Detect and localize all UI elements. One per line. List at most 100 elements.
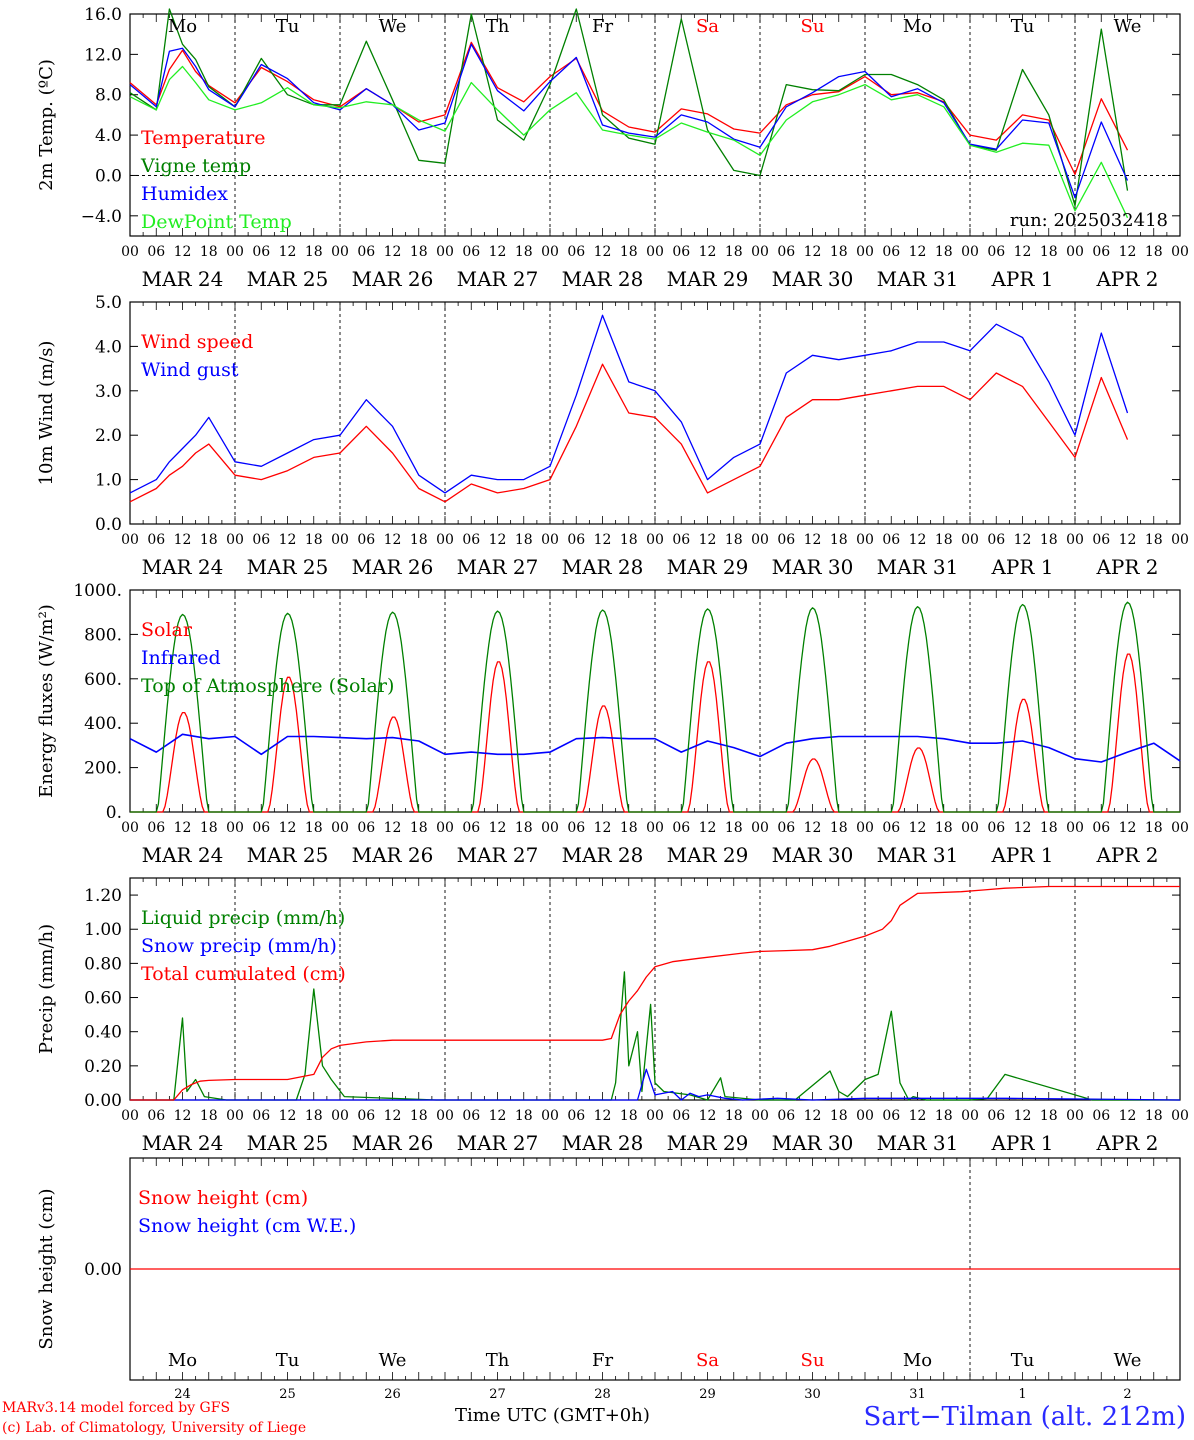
hour-label: 12 xyxy=(804,244,822,260)
legend-entry: Snow height (cm W.E.) xyxy=(138,1215,356,1237)
date-label: MAR 29 xyxy=(667,843,749,867)
hour-label: 12 xyxy=(279,244,297,260)
series-line-humidex xyxy=(129,43,1129,199)
day-name: Mo xyxy=(903,1350,932,1371)
hour-label: 12 xyxy=(594,244,612,260)
hour-label: 00 xyxy=(751,532,769,548)
hour-label: 12 xyxy=(594,820,612,836)
hour-label: 06 xyxy=(1092,820,1110,836)
hour-label: 12 xyxy=(804,532,822,548)
hour-label: 00 xyxy=(121,244,139,260)
hour-label: 18 xyxy=(620,820,638,836)
hour-label: 06 xyxy=(777,1108,795,1124)
hour-label: 18 xyxy=(1040,820,1058,836)
legend-entry: DewPoint Temp xyxy=(141,211,292,233)
hour-label: 12 xyxy=(489,820,507,836)
date-label: MAR 27 xyxy=(457,1131,539,1155)
hour-label: 00 xyxy=(436,244,454,260)
hour-label: 00 xyxy=(1171,532,1189,548)
hour-label: 06 xyxy=(1092,1108,1110,1124)
hour-label: 00 xyxy=(1066,244,1084,260)
y-tick-label: 4.0 xyxy=(95,126,122,146)
day-name: Su xyxy=(801,16,825,37)
hour-label: 00 xyxy=(1066,1108,1084,1124)
hour-label: 12 xyxy=(489,532,507,548)
hour-label: 12 xyxy=(174,532,192,548)
y-tick-label: 0.80 xyxy=(84,954,122,974)
hour-label: 06 xyxy=(1092,244,1110,260)
series-line-infrared xyxy=(129,733,1181,763)
hour-label: 06 xyxy=(252,532,270,548)
hour-label: 06 xyxy=(462,820,480,836)
legend-entry: Solar xyxy=(141,619,193,641)
panel-3: 1000. 800. 600. 400. 200. 0. Energy fluxes (W/… xyxy=(36,581,1189,867)
hour-label: 12 xyxy=(699,820,717,836)
date-label: MAR 31 xyxy=(877,1131,959,1155)
hour-label: 18 xyxy=(200,244,218,260)
hour-label: 12 xyxy=(1119,820,1137,836)
hour-label: 06 xyxy=(357,820,375,836)
date-label: MAR 29 xyxy=(667,1131,749,1155)
series-line-liquid-precip-mm-h- xyxy=(130,971,1180,1101)
lab-credit: (c) Lab. of Climatology, University of L… xyxy=(2,1420,307,1436)
hour-label: 12 xyxy=(804,1108,822,1124)
hour-label: 06 xyxy=(672,244,690,260)
date-label: APR 1 xyxy=(990,1131,1053,1155)
hour-label: 00 xyxy=(226,532,244,548)
hour-label: 06 xyxy=(1092,532,1110,548)
series-line-total-cumulated-cm- xyxy=(130,885,1180,1101)
hour-label: 12 xyxy=(909,820,927,836)
date-number: 25 xyxy=(279,1387,296,1402)
y-tick-label: 0.0 xyxy=(95,166,122,186)
hour-label: 00 xyxy=(1171,244,1189,260)
day-name: Tu xyxy=(276,16,300,37)
hour-label: 12 xyxy=(1014,532,1032,548)
date-label: MAR 30 xyxy=(772,843,854,867)
hour-label: 00 xyxy=(856,532,874,548)
date-number: 28 xyxy=(594,1387,611,1402)
hour-label: 00 xyxy=(331,532,349,548)
hour-label: 00 xyxy=(541,532,559,548)
y-tick-label: 1.20 xyxy=(84,886,122,906)
date-number: 2 xyxy=(1123,1387,1131,1402)
hour-label: 18 xyxy=(830,532,848,548)
hour-label: 00 xyxy=(646,532,664,548)
hour-label: 18 xyxy=(200,532,218,548)
date-label: MAR 26 xyxy=(352,267,434,291)
date-label: MAR 27 xyxy=(457,843,539,867)
y-tick-label: 600. xyxy=(84,670,122,690)
date-label: MAR 31 xyxy=(877,267,959,291)
y-axis-label: Energy fluxes (W/m²) xyxy=(36,604,57,798)
y-tick-label: 0.20 xyxy=(84,1057,122,1077)
day-name: Th xyxy=(486,16,510,37)
day-name: Su xyxy=(801,1350,825,1371)
hour-label: 06 xyxy=(777,820,795,836)
hour-label: 00 xyxy=(1066,820,1084,836)
date-label: APR 1 xyxy=(990,843,1053,867)
site-name: Sart−Tilman (alt. 212m) xyxy=(863,1402,1186,1432)
day-name: Sa xyxy=(696,1350,719,1371)
hour-label: 18 xyxy=(515,1108,533,1124)
series-line-dewpoint-temp xyxy=(129,65,1129,219)
hour-label: 06 xyxy=(567,1108,585,1124)
hour-label: 18 xyxy=(305,1108,323,1124)
hour-label: 00 xyxy=(856,244,874,260)
hour-label: 12 xyxy=(699,532,717,548)
hour-label: 18 xyxy=(305,820,323,836)
hour-label: 18 xyxy=(620,1108,638,1124)
y-tick-label: 200. xyxy=(84,759,122,779)
panel-4: 1.20 1.00 0.80 0.60 0.40 0.20 0.00 Precip (mm/h… xyxy=(36,877,1189,1155)
y-tick-label: 5.0 xyxy=(95,293,122,313)
hour-label: 00 xyxy=(751,820,769,836)
hour-label: 12 xyxy=(699,1108,717,1124)
date-label: APR 2 xyxy=(1095,843,1158,867)
hour-label: 12 xyxy=(594,532,612,548)
hour-label: 18 xyxy=(1145,532,1163,548)
hour-label: 00 xyxy=(751,244,769,260)
panel-1: 16.0 12.0 8.0 4.0 0.0 −4.0 2m Temp. (ºC) Temper… xyxy=(36,5,1189,291)
hour-label: 18 xyxy=(830,1108,848,1124)
hour-label: 06 xyxy=(567,244,585,260)
hour-label: 12 xyxy=(384,820,402,836)
date-number: 26 xyxy=(384,1387,401,1402)
